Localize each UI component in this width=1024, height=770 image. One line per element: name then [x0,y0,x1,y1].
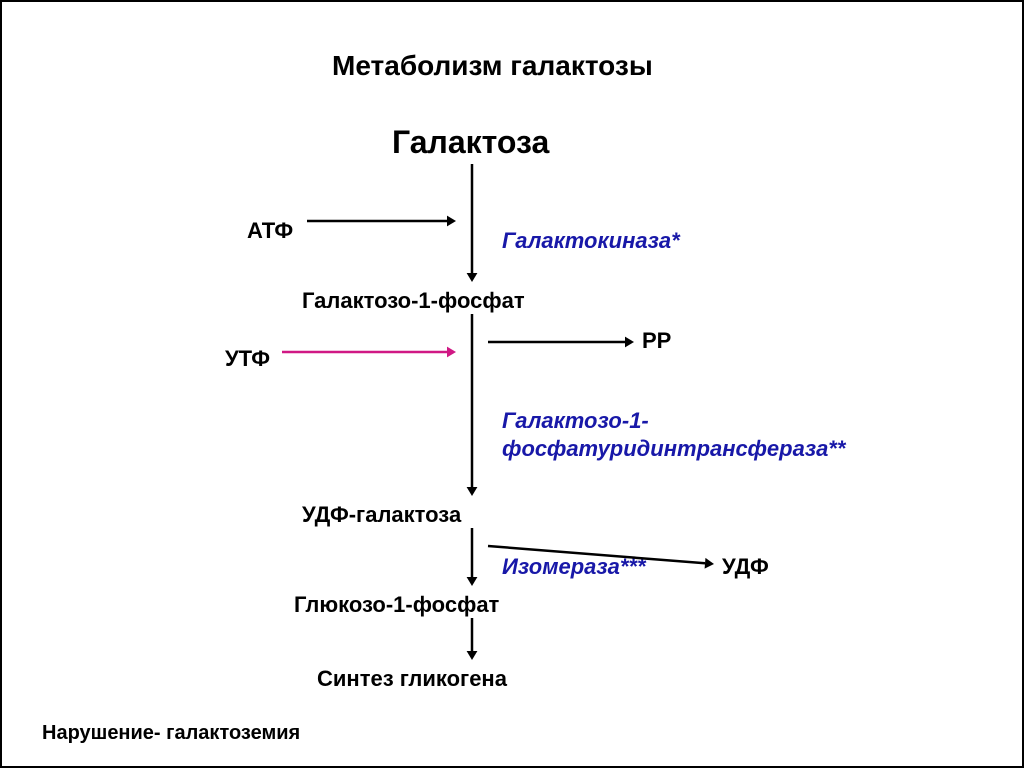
enzyme-galt-line2: фосфатуридинтрансфераза** [502,436,845,462]
cofactor-pp: РР [642,328,671,354]
metabolite-gal1p: Галактозо-1-фосфат [302,288,525,314]
metabolite-g1p: Глюкозо-1-фосфат [294,592,499,618]
cofactor-utp: УТФ [225,346,270,372]
cofactor-udp: УДФ [722,554,769,580]
metabolite-glycogen: Синтез гликогена [317,666,507,692]
cofactor-atp: АТФ [247,218,293,244]
disorder-note: Нарушение- галактоземия [42,722,300,745]
metabolite-udpgal: УДФ-галактоза [302,502,461,528]
enzyme-galactokinase: Галактокиназа* [502,228,680,254]
start-node: Галактоза [392,124,549,161]
diagram-title: Метаболизм галактозы [332,50,653,82]
enzyme-isomerase: Изомераза*** [502,554,646,580]
enzyme-galt-line1: Галактозо-1- [502,408,649,434]
pathway-arrows [2,2,1024,770]
